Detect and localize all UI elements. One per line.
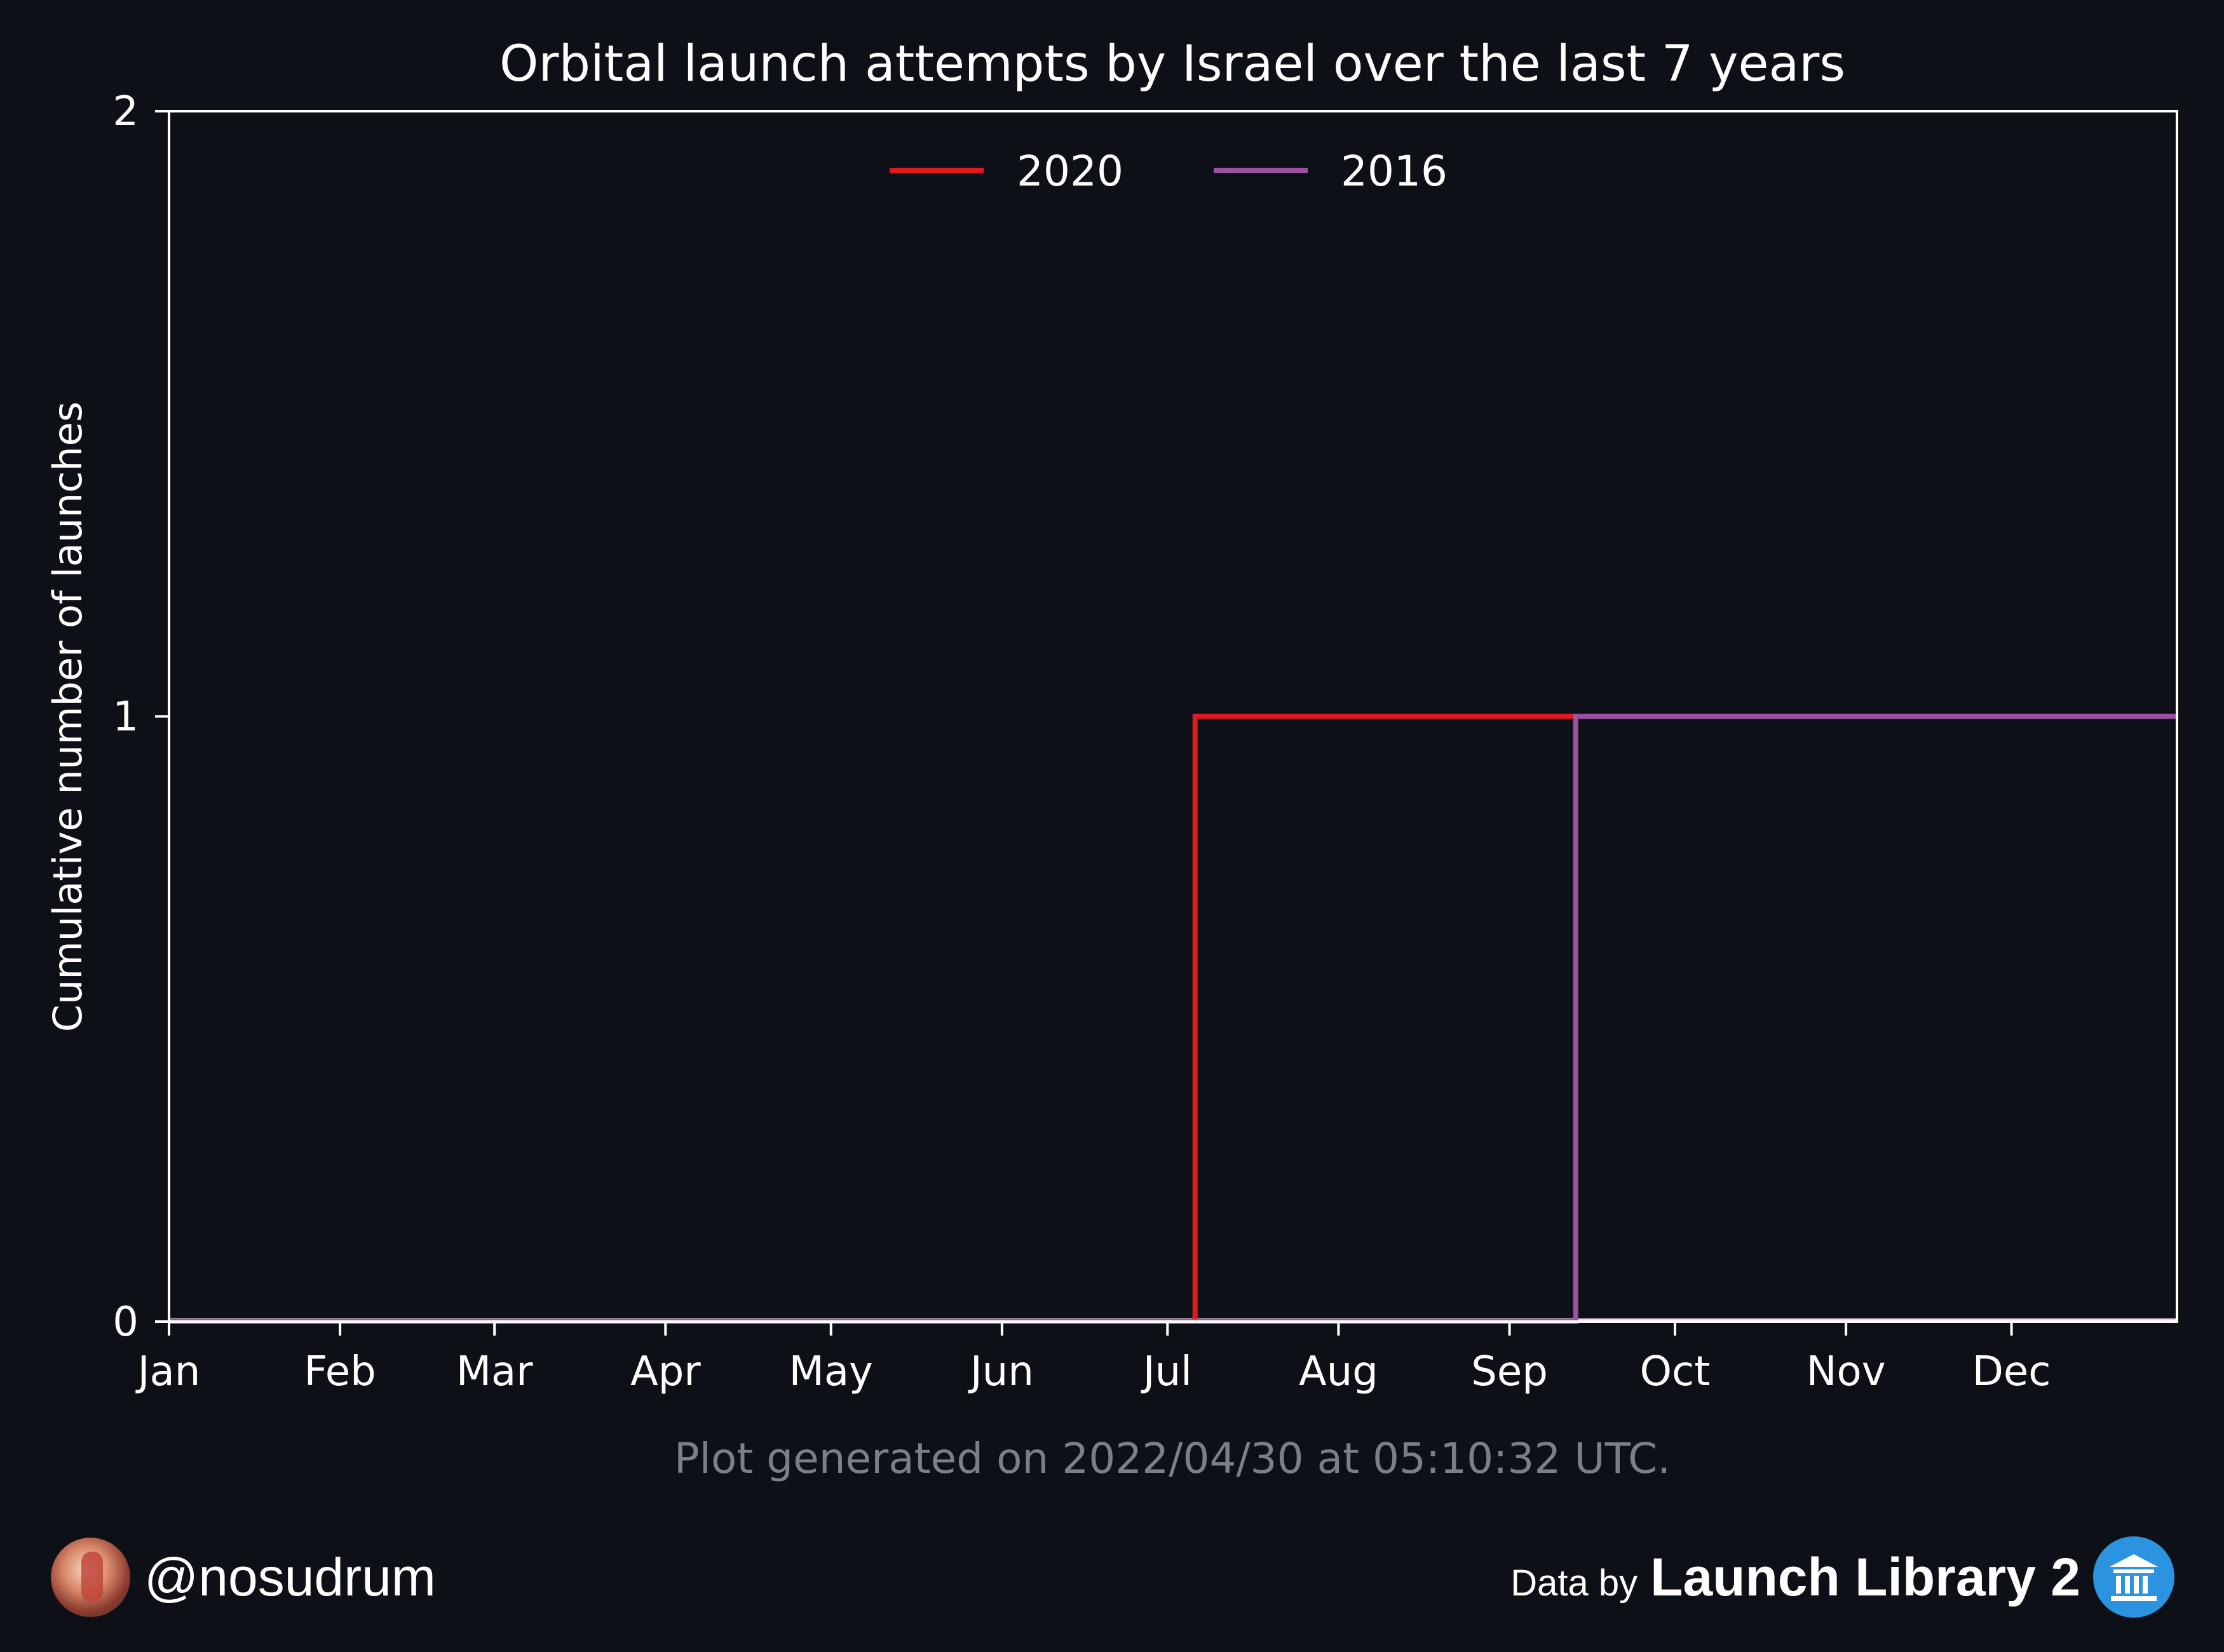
y-tick-label-0: 0: [112, 1299, 139, 1346]
axis-layer: Jan Feb Mar Apr May Jun Jul Aug Sep Oct Nov Dec 0 1 2: [112, 88, 2051, 1395]
source-name: Launch Library 2: [1650, 1547, 2080, 1607]
x-tick-label-dec: Dec: [1972, 1348, 2051, 1395]
chart-title: Orbital launch attempts by Israel over t…: [499, 36, 1845, 93]
avatar: [51, 1538, 130, 1617]
series-line-2020: [169, 714, 2177, 1324]
series-layer: [169, 714, 2177, 1324]
y-tick-label-1: 1: [112, 694, 139, 741]
legend-label-2016: 2016: [1341, 147, 1448, 196]
legend-label-2020: 2020: [1017, 147, 1123, 196]
x-tick-label-jul: Jul: [1141, 1348, 1192, 1395]
legend: 2020 2016: [890, 147, 1448, 196]
x-tick-label-nov: Nov: [1807, 1348, 1886, 1395]
generated-note: Plot generated on 2022/04/30 at 05:10:32…: [674, 1434, 1671, 1483]
x-tick-label-mar: Mar: [456, 1348, 533, 1395]
author-credit: @nosudrum: [51, 1538, 436, 1617]
x-tick-label-oct: Oct: [1640, 1348, 1711, 1395]
series-line-2016: [169, 714, 2177, 1324]
x-tick-label-jan: Jan: [135, 1348, 201, 1395]
x-tick-label-jun: Jun: [968, 1348, 1034, 1395]
x-tick-label-feb: Feb: [304, 1348, 376, 1395]
data-by-label: Data by: [1510, 1562, 1638, 1604]
x-tick-label-aug: Aug: [1299, 1348, 1378, 1395]
library-building-icon: [2093, 1536, 2174, 1618]
data-source-credit: Data by Launch Library 2: [1510, 1536, 2174, 1618]
author-handle: @nosudrum: [144, 1547, 436, 1607]
y-axis-label: Cumulative number of launches: [44, 402, 91, 1032]
y-tick-label-2: 2: [112, 88, 139, 135]
x-tick-label-apr: Apr: [630, 1348, 701, 1395]
x-tick-label-may: May: [789, 1348, 873, 1395]
x-tick-label-sep: Sep: [1471, 1348, 1548, 1395]
